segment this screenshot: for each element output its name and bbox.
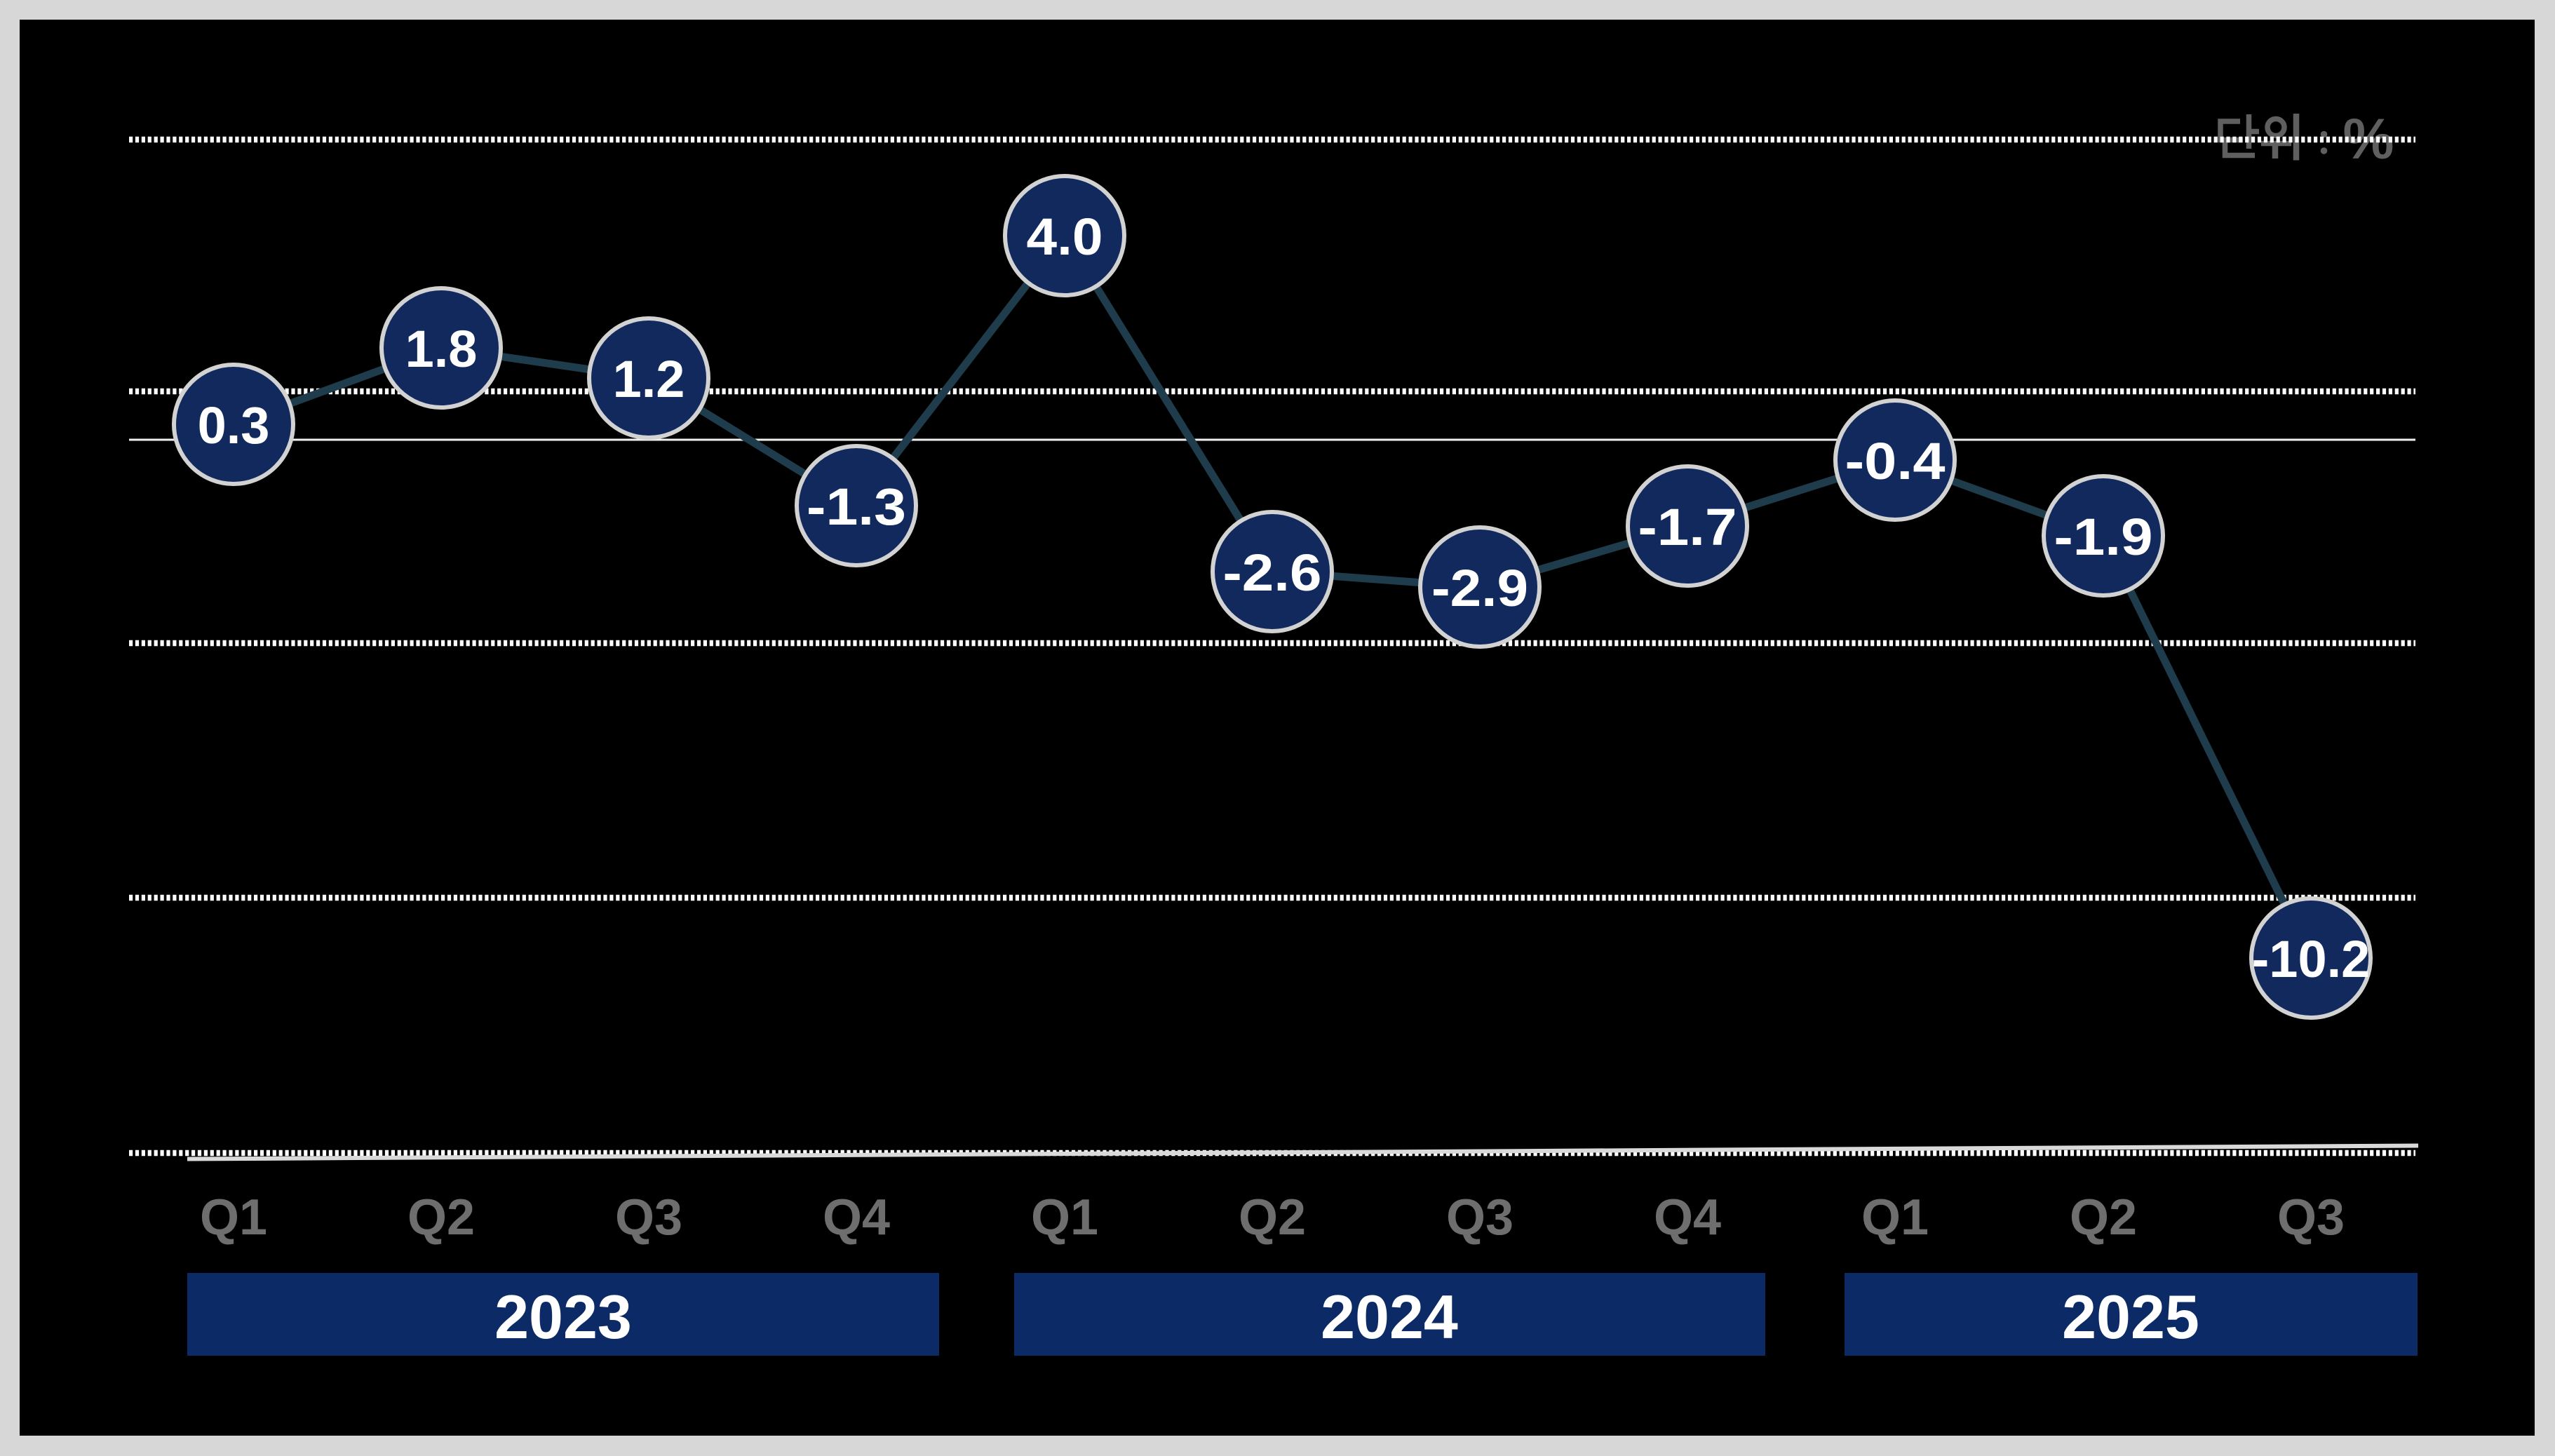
svg-text:Q3: Q3	[615, 1189, 682, 1246]
svg-text:-2.6: -2.6	[1223, 544, 1322, 602]
svg-text:2023: 2023	[494, 1282, 632, 1351]
svg-text:1.8: 1.8	[405, 320, 478, 378]
svg-text:Q1: Q1	[200, 1189, 267, 1246]
svg-text:1.2: 1.2	[613, 350, 685, 408]
svg-text:0.3: 0.3	[198, 396, 270, 454]
svg-text:Q3: Q3	[1446, 1189, 1514, 1246]
svg-text:2025: 2025	[2062, 1282, 2199, 1351]
svg-text:Q4: Q4	[823, 1189, 890, 1246]
svg-text:Q3: Q3	[2277, 1189, 2345, 1246]
svg-text:4.0: 4.0	[1027, 208, 1103, 266]
svg-text:Q2: Q2	[1239, 1189, 1306, 1246]
svg-text:2024: 2024	[1321, 1282, 1458, 1351]
svg-text:Q1: Q1	[1861, 1189, 1929, 1246]
svg-text:-1.3: -1.3	[807, 478, 906, 536]
svg-text:Q1: Q1	[1031, 1189, 1098, 1246]
svg-text:%: %	[2343, 107, 2394, 171]
svg-text:Q2: Q2	[407, 1189, 475, 1246]
svg-text:-0.4: -0.4	[1845, 432, 1946, 490]
svg-text:-2.9: -2.9	[1431, 559, 1528, 617]
svg-text:Q2: Q2	[2070, 1189, 2137, 1246]
svg-text:-1.7: -1.7	[1638, 498, 1737, 556]
svg-text:-1.9: -1.9	[2054, 508, 2153, 566]
svg-text:-10.2: -10.2	[2252, 930, 2371, 988]
svg-text:Q4: Q4	[1654, 1189, 1721, 1246]
